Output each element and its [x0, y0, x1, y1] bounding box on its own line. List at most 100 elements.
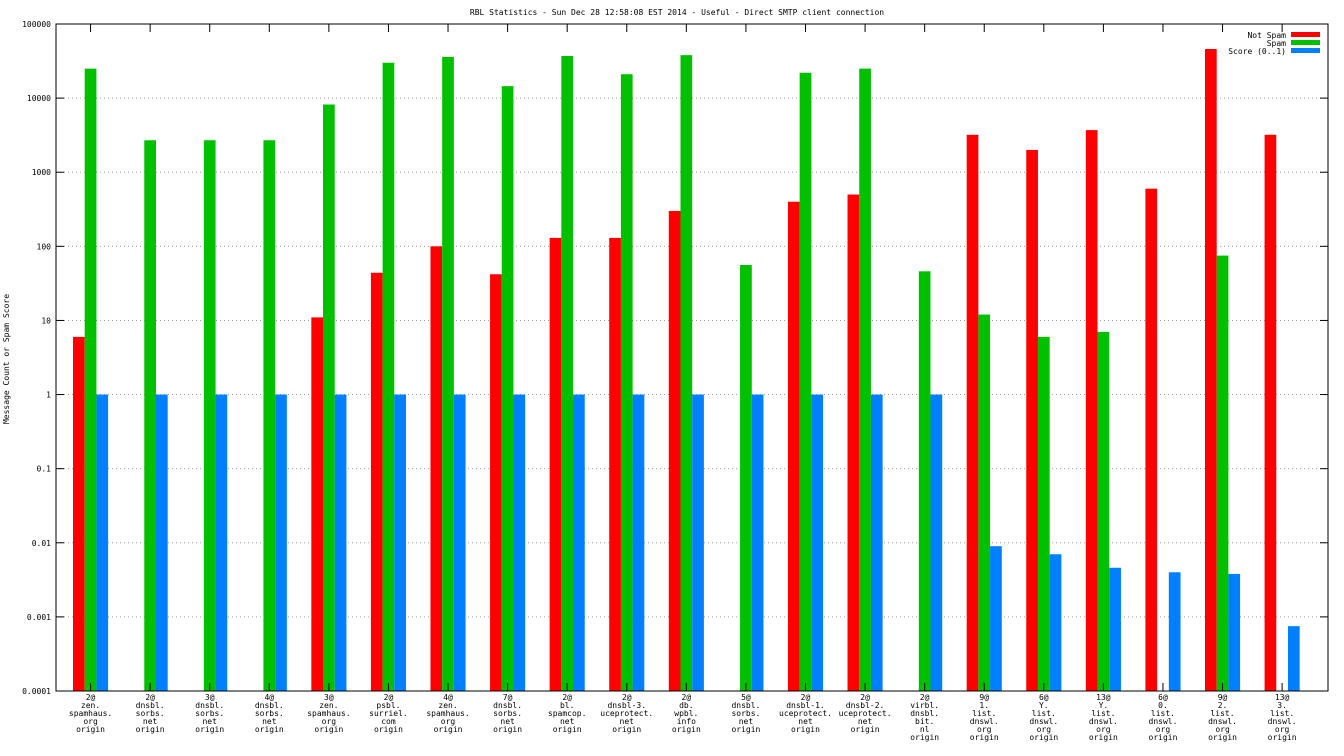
bar-score-0-1 — [990, 546, 1002, 691]
bar-spam — [144, 140, 156, 692]
x-tick-label-line: 2@ — [860, 693, 870, 702]
x-tick-labels: 2@zen.spamhaus.orgorigin2@dnsbl.sorbs.ne… — [69, 693, 1297, 742]
bar-score-0-1 — [811, 394, 824, 691]
bar-spam — [680, 55, 693, 692]
x-tick-label-line: origin — [970, 733, 999, 742]
bar-score-0-1 — [1287, 626, 1300, 691]
bar-spam — [501, 86, 514, 691]
bar-score-0-1 — [870, 394, 883, 691]
x-tick-label-line: 2@ — [384, 693, 394, 702]
y-tick-label: 0.001 — [27, 613, 51, 622]
bar-spam — [978, 314, 991, 691]
bar-not-spam — [847, 194, 860, 691]
x-tick-label-line: origin — [1208, 733, 1237, 742]
x-tick-label-line: bit. — [915, 717, 934, 726]
bar-spam — [263, 140, 276, 692]
x-tick-label-line: 9@ — [979, 693, 989, 702]
x-tick-label-line: uceprotect. — [779, 709, 832, 718]
bar-spam — [84, 68, 97, 692]
bar-not-spam — [1264, 134, 1277, 692]
x-tick-label-line: org — [441, 717, 456, 726]
bar-not-spam — [1026, 149, 1038, 692]
x-tick-label-line: net — [500, 717, 515, 726]
x-tick-label-line: org — [1096, 725, 1111, 734]
bar-spam — [918, 271, 931, 691]
x-tick-label-line: com — [381, 717, 396, 726]
legend-swatch — [1291, 32, 1320, 37]
y-tick-labels: 100000 10000 1000 100 10 1 0.1 0.01 0.001 0.0001 — [22, 20, 51, 696]
x-tick-label-line: 2@ — [920, 693, 930, 702]
x-tick-label-line: net — [739, 717, 754, 726]
x-tick-label-line: sorbs. — [255, 709, 284, 718]
x-tick-label-line: dnswl. — [1029, 717, 1058, 726]
x-tick-label-line: 2@ — [622, 693, 632, 702]
x-tick-label-line: origin — [76, 725, 105, 734]
ticks — [56, 23, 1328, 692]
plot-frame — [55, 23, 1329, 692]
bar-spam — [859, 68, 871, 692]
legend-entry: Not Spam — [1247, 31, 1320, 40]
bar-score-0-1 — [215, 394, 228, 691]
y-tick-label: 100000 — [22, 20, 51, 29]
x-tick-label-line: list. — [972, 709, 996, 718]
x-tick-label-line: net — [620, 717, 635, 726]
bar-score-0-1 — [930, 394, 943, 691]
x-tick-label-line: 2@ — [682, 693, 692, 702]
x-tick-label-line: dnsbl. — [910, 709, 939, 718]
x-tick-label-line: sorbs. — [493, 709, 522, 718]
x-tick-label-line: zen. — [319, 701, 338, 710]
x-tick-label-line: dnswl. — [1208, 717, 1237, 726]
x-tick-label-line: spamhaus. — [69, 709, 112, 718]
x-tick-label-line: list. — [1091, 709, 1115, 718]
bar-score-0-1 — [692, 394, 704, 691]
x-tick-label-line: 13@ — [1096, 693, 1111, 702]
x-tick-label-line: 3. — [1277, 701, 1287, 710]
bar-spam — [382, 62, 395, 692]
y-tick-label: 0.01 — [32, 539, 51, 548]
bar-not-spam — [787, 201, 800, 692]
x-tick-label-line: zen. — [438, 701, 457, 710]
bar-score-0-1 — [573, 394, 585, 691]
x-tick-label-line: 2@ — [562, 693, 572, 702]
x-tick-label-line: dnsbl. — [255, 701, 284, 710]
x-tick-label-line: 1. — [979, 701, 989, 710]
x-tick-label-line: origin — [374, 725, 403, 734]
x-tick-label-line: list. — [1032, 709, 1056, 718]
bar-spam — [740, 264, 752, 691]
bar-not-spam — [73, 336, 85, 691]
x-tick-label-line: origin — [731, 725, 760, 734]
x-tick-label-line: 4@ — [264, 693, 274, 702]
legend-label: Not Spam — [1247, 31, 1286, 40]
x-tick-label-line: list. — [1270, 709, 1294, 718]
bar-score-0-1 — [155, 394, 168, 691]
bar-not-spam — [609, 237, 621, 692]
x-tick-label-line: list. — [1210, 709, 1234, 718]
bar-score-0-1 — [1049, 554, 1062, 691]
bar-not-spam — [549, 237, 562, 692]
x-tick-label-line: dnsbl-1. — [786, 701, 825, 710]
bar-spam — [620, 74, 633, 691]
x-tick-label-line: origin — [493, 725, 522, 734]
x-tick-label-line: 6@ — [1158, 693, 1168, 702]
bar-not-spam — [966, 134, 979, 692]
x-tick-label-line: origin — [1089, 733, 1118, 742]
x-tick-label-line: sorbs. — [731, 709, 760, 718]
x-tick-label-line: nl — [920, 725, 930, 734]
bar-spam — [203, 140, 216, 692]
bar-score-0-1 — [275, 394, 287, 691]
bar-not-spam — [1085, 130, 1098, 691]
x-tick-label-line: surriel. — [369, 709, 408, 718]
